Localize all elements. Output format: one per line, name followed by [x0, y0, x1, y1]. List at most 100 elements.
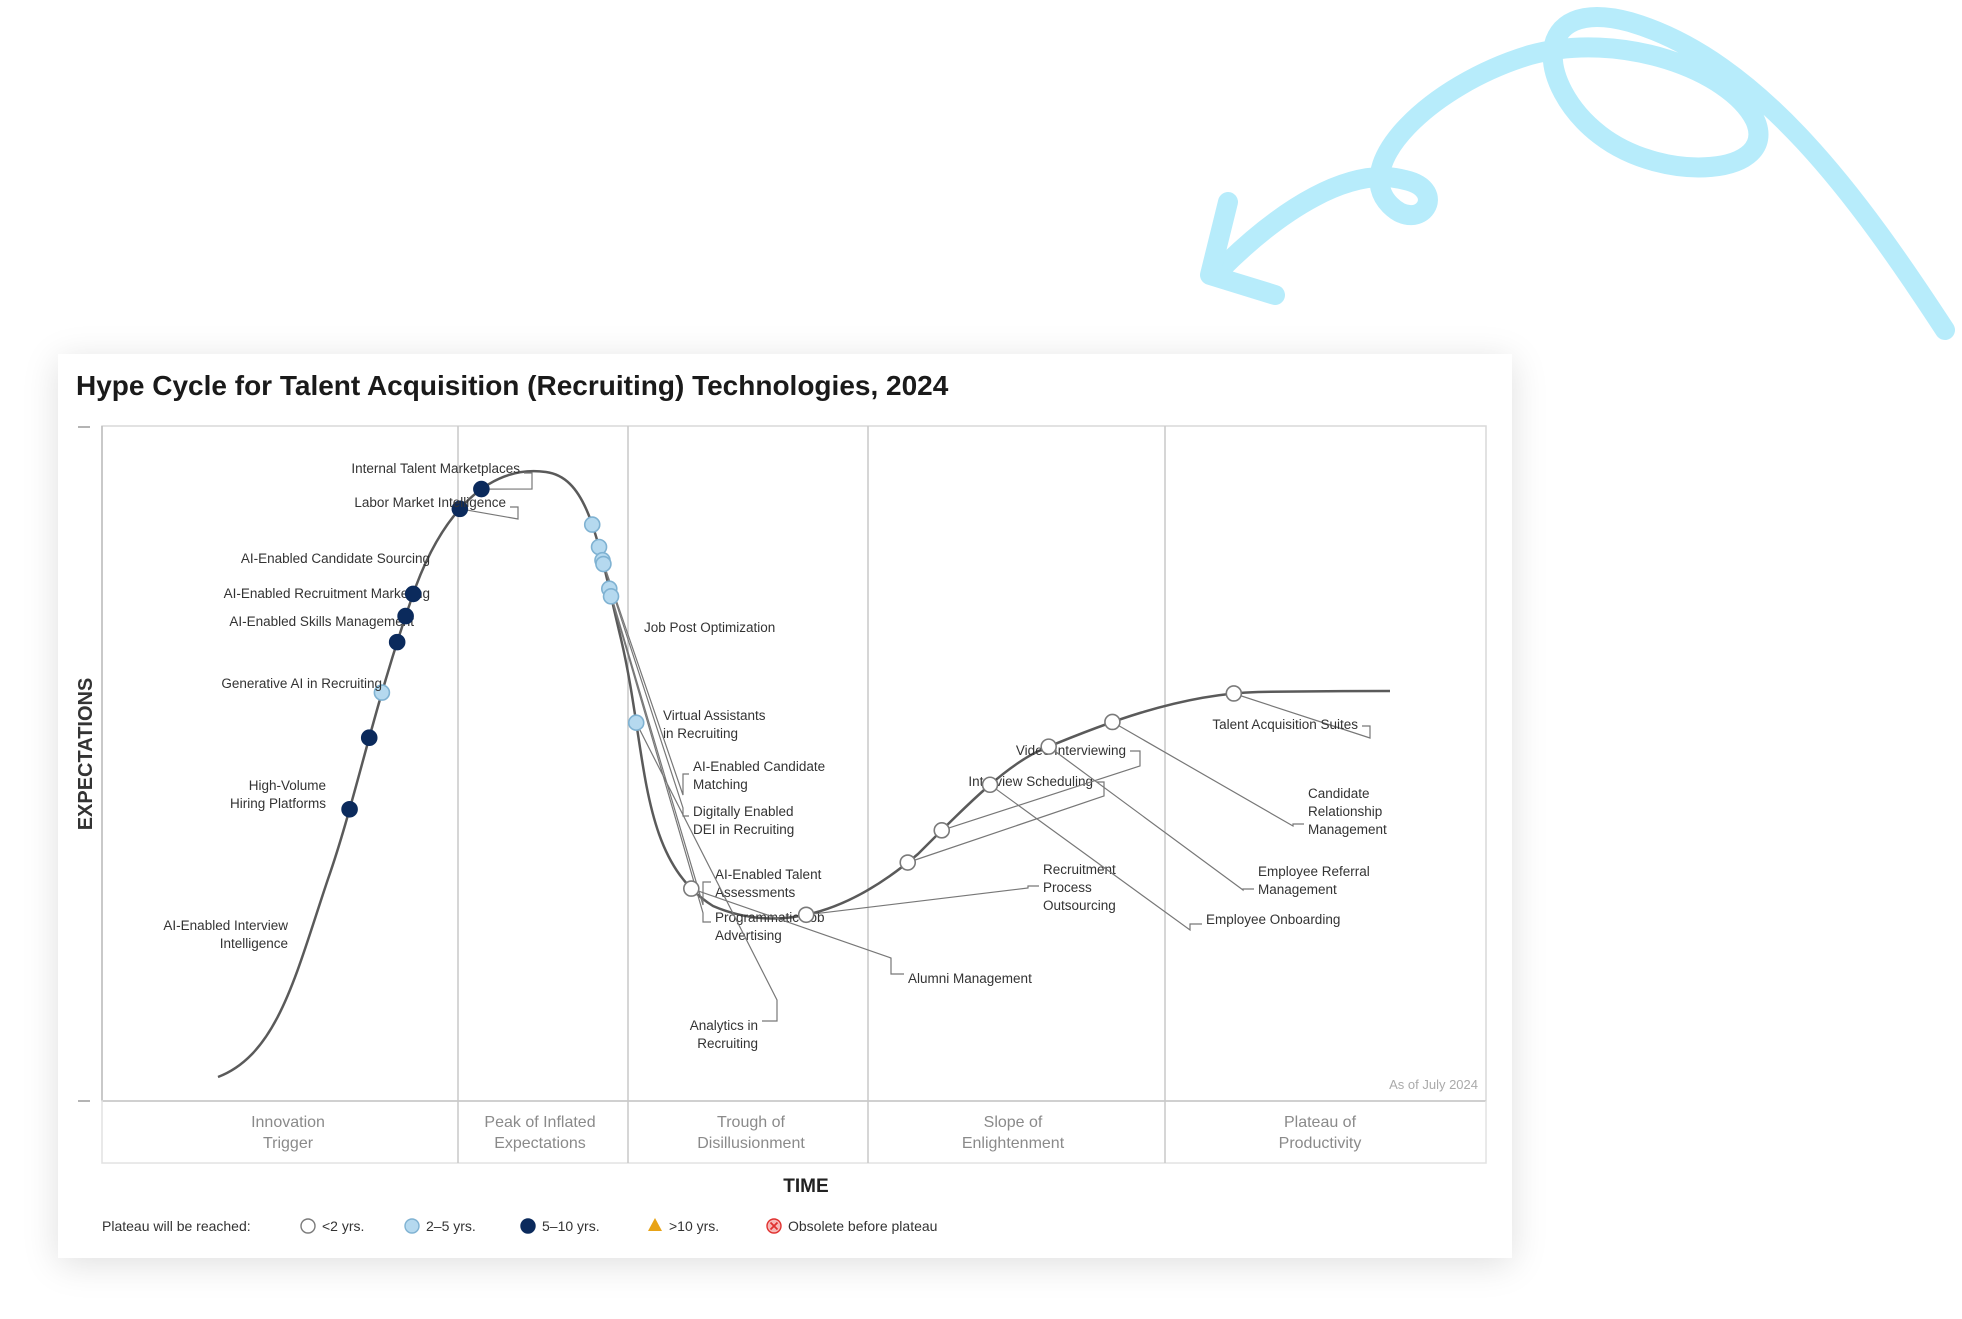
legend-marker-triangle — [648, 1218, 662, 1231]
technology-marker — [397, 607, 414, 625]
chart-title: Hype Cycle for Talent Acquisition (Recru… — [76, 370, 949, 401]
arrow-head — [1200, 192, 1285, 305]
technology-label: High-Volume Hiring Platforms — [230, 778, 326, 811]
technology-label: Candidate Relationship Management — [1308, 786, 1387, 837]
legend-marker — [404, 1218, 420, 1234]
technology-label-line: AI-Enabled Skills Management — [229, 614, 414, 629]
technology-label-line: Hiring Platforms — [230, 796, 326, 811]
technology-label: Virtual Assistants in Recruiting — [663, 708, 766, 741]
callout-leader — [481, 472, 533, 490]
phase-label-line: Productivity — [1279, 1135, 1362, 1152]
technology-label: Job Post Optimization — [644, 620, 775, 635]
technology-label-line: AI-Enabled Candidate Sourcing — [241, 551, 430, 566]
phase-label-line: Disillusionment — [697, 1135, 805, 1152]
callout-leader — [459, 506, 519, 520]
technology-marker — [451, 500, 469, 518]
as-of-date: As of July 2024 — [1389, 1077, 1478, 1092]
phase-label: Peak of Inflated Expectations — [484, 1114, 595, 1152]
legend-label: <2 yrs. — [322, 1218, 364, 1234]
technology-label: AI-Enabled Skills Management — [229, 614, 414, 629]
technology-label-line: Job Post Optimization — [644, 620, 775, 635]
phase-label: Innovation Trigger — [251, 1114, 325, 1152]
hype-curve — [217, 469, 1391, 1079]
technology-label: Talent Acquisition Suites — [1212, 717, 1358, 732]
phase-label-line: Plateau of — [1284, 1114, 1357, 1131]
callout-leader — [806, 885, 1039, 916]
technology-marker — [602, 588, 620, 605]
technology-marker — [473, 480, 490, 498]
technology-label: Analytics in Recruiting — [690, 1018, 758, 1051]
technology-label: Employee Referral Management — [1258, 864, 1370, 897]
technology-marker — [899, 854, 917, 871]
phase-label-line: Trigger — [263, 1135, 314, 1152]
legend-marker-x — [769, 1221, 779, 1231]
technology-marker — [933, 822, 951, 839]
technology-label: Alumni Management — [908, 971, 1032, 986]
technology-label-line: AI-Enabled Recruitment Marketing — [224, 586, 430, 601]
technology-marker — [1225, 685, 1243, 702]
technology-label: Recruitment Process Outsourcing — [1043, 862, 1116, 913]
phase-label: Slope of Enlightenment — [962, 1114, 1065, 1152]
technology-label-line: DEI in Recruiting — [693, 822, 794, 837]
technology-label-line: High-Volume — [249, 778, 326, 793]
technology-label: Digitally Enabled DEI in Recruiting — [693, 804, 794, 837]
callout-leader — [907, 781, 1105, 864]
technology-marker — [360, 729, 378, 747]
technology-label-line: Labor Market Intelligence — [354, 495, 506, 510]
technology-label-line: in Recruiting — [663, 726, 738, 741]
technology-marker — [1040, 738, 1057, 755]
technology-label-line: Generative AI in Recruiting — [221, 676, 382, 691]
technology-label-line: AI-Enabled Interview — [163, 918, 288, 933]
legend-label: 5–10 yrs. — [542, 1218, 600, 1234]
technology-marker — [341, 800, 358, 818]
technology-label: Video Interviewing — [1016, 743, 1126, 758]
technology-label: Employee Onboarding — [1206, 912, 1340, 927]
callout-leader — [1048, 746, 1254, 892]
technology-marker — [981, 776, 999, 794]
technology-marker — [373, 684, 391, 701]
technology-label: AI-Enabled Candidate Sourcing — [241, 551, 430, 566]
hype-cycle-chart: Innovation Trigger Peak of Inflated Expecta… — [75, 425, 1487, 1234]
technology-label: Internal Talent Marketplaces — [351, 461, 520, 476]
phase-label-band — [101, 1100, 1487, 1164]
legend: Plateau will be reached: <2 yrs. 2–5 yrs. 5… — [102, 1218, 937, 1234]
technology-label-line: Process — [1043, 880, 1092, 895]
phase-label: Trough of Disillusionment — [697, 1114, 805, 1152]
technology-label-line: Talent Acquisition Suites — [1212, 717, 1358, 732]
technology-label: AI-Enabled Candidate Matching — [693, 759, 825, 792]
legend-label: Obsolete before plateau — [788, 1218, 937, 1234]
phase-label-line: Peak of Inflated — [484, 1114, 595, 1131]
technology-label-line: Management — [1308, 822, 1387, 837]
legend-title: Plateau will be reached: — [102, 1218, 251, 1234]
phase-label-line: Enlightenment — [962, 1135, 1065, 1152]
technology-marker — [388, 633, 406, 651]
technology-label: Programmatic Job Advertising — [715, 910, 825, 943]
technology-marker — [583, 516, 601, 533]
technology-label-line: Alumni Management — [908, 971, 1032, 986]
curly-arrow-stroke — [1210, 7, 1955, 340]
technology-label-line: Management — [1258, 882, 1337, 897]
y-axis-title: EXPECTATIONS — [75, 678, 97, 831]
hype-cycle-card: Hype Cycle for Talent Acquisition (Recru… — [58, 354, 1512, 1258]
technology-label-line: Programmatic Job — [715, 910, 825, 925]
callout-leader — [1112, 721, 1304, 828]
technology-marker — [627, 714, 645, 731]
technology-label-line: Matching — [693, 777, 748, 792]
technology-label-line: Assessments — [715, 885, 796, 900]
technology-label-line: Interview Scheduling — [968, 774, 1093, 789]
legend-label: 2–5 yrs. — [426, 1218, 476, 1234]
callout-leader — [635, 722, 778, 1022]
legend-marker — [520, 1218, 536, 1234]
technology-label-line: Digitally Enabled — [693, 804, 794, 819]
callout-leader — [610, 596, 711, 923]
technology-label-line: Outsourcing — [1043, 898, 1116, 913]
callout-leader — [1233, 692, 1371, 739]
technology-marker — [404, 585, 422, 603]
technology-label-line: AI-Enabled Talent — [715, 867, 822, 882]
phase-label: Plateau of Productivity — [1279, 1114, 1362, 1152]
phase-label-line: Expectations — [494, 1135, 586, 1152]
callout-leader — [989, 784, 1202, 932]
phase-label-line: Innovation — [251, 1114, 325, 1131]
technology-label-line: Video Interviewing — [1016, 743, 1126, 758]
x-axis-title: TIME — [783, 1176, 828, 1197]
